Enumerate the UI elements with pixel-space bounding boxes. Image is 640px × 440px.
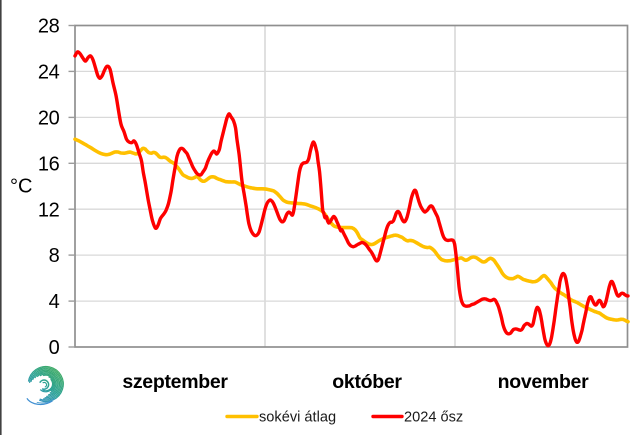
svg-text:°C: °C [10,176,32,198]
svg-text:16: 16 [38,153,60,175]
svg-text:28: 28 [38,16,60,38]
svg-text:8: 8 [49,245,60,267]
svg-text:20: 20 [38,108,60,130]
svg-text:4: 4 [49,291,60,313]
svg-text:szeptember: szeptember [122,371,228,393]
svg-text:sokévi átlag: sokévi átlag [259,410,336,426]
svg-text:24: 24 [38,62,60,84]
svg-text:2024 ősz: 2024 ősz [404,410,463,426]
svg-text:12: 12 [38,199,60,221]
svg-text:0: 0 [49,337,60,359]
svg-text:november: november [498,371,590,393]
svg-text:október: október [332,371,402,393]
